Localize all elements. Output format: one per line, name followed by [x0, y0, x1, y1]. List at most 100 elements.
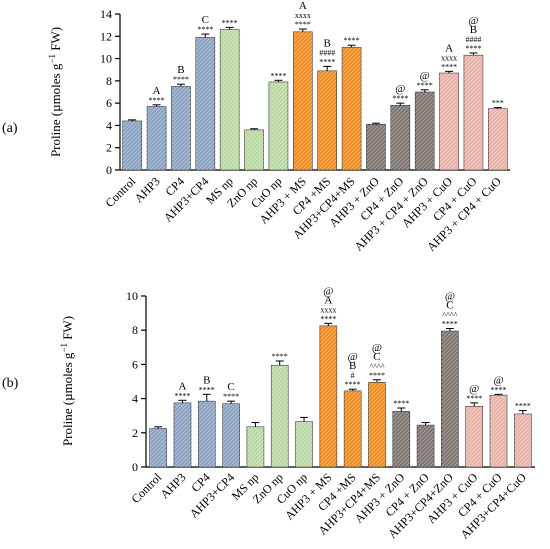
- significance-label: ****: [319, 57, 335, 66]
- panel-b-y-axis-label-main: Proline (µmoles g: [60, 352, 75, 446]
- significance-label: xxxx: [295, 11, 311, 20]
- significance-label: ****: [515, 402, 531, 411]
- bar-texture: [490, 395, 508, 467]
- significance-label: C: [227, 381, 234, 393]
- significance-label: A: [153, 85, 161, 97]
- x-tick-label: Control: [102, 174, 138, 210]
- bar-texture: [368, 382, 386, 467]
- y-tick-label: 14: [100, 7, 112, 21]
- significance-label: ****: [199, 385, 215, 394]
- bar-texture: [195, 37, 215, 171]
- significance-label: ****: [417, 81, 433, 90]
- panel-a-y-axis-label-tail: FW): [48, 27, 63, 51]
- bar-texture: [390, 105, 410, 170]
- significance-label: ****: [491, 385, 507, 394]
- bar-texture: [198, 401, 216, 467]
- significance-label: ****: [344, 36, 360, 45]
- x-tick-label: Control: [128, 470, 164, 506]
- y-tick-label: 10: [100, 52, 112, 66]
- bar-texture: [317, 70, 337, 170]
- y-tick-label: 4: [132, 392, 138, 406]
- panel-b-plot-area: 0246810ControlA****AHP3B****CP4C****AHP3…: [126, 285, 535, 542]
- y-tick-label: 0: [106, 163, 112, 177]
- significance-label: @: [493, 374, 503, 386]
- bar-texture: [392, 411, 410, 467]
- bar-texture: [463, 55, 483, 170]
- significance-label: ****: [466, 394, 482, 403]
- significance-label: C: [202, 14, 209, 26]
- significance-label: A: [178, 380, 186, 392]
- panel-a-y-axis-label-sup: −1: [47, 54, 57, 64]
- significance-label: @: [348, 351, 358, 363]
- significance-label: ^^^^: [369, 362, 384, 371]
- bar-texture: [271, 365, 289, 467]
- panel-a-y-axis-label: Proline (µmoles g−1 FW): [47, 27, 63, 157]
- bar-texture: [417, 425, 435, 467]
- significance-label: A: [299, 0, 307, 12]
- bar-texture: [244, 129, 264, 170]
- significance-label: ****: [174, 391, 190, 400]
- bar-texture: [147, 106, 167, 170]
- bar-texture: [293, 31, 313, 171]
- significance-label: ****: [272, 352, 288, 361]
- bar-texture: [268, 81, 288, 170]
- significance-label: ****: [149, 96, 165, 105]
- significance-label: B: [324, 37, 331, 49]
- significance-label: ****: [223, 392, 239, 401]
- bar-texture: [319, 325, 337, 467]
- significance-label: ^^^^: [442, 310, 457, 319]
- bar-texture: [342, 47, 362, 170]
- y-tick-label: 6: [106, 96, 112, 110]
- significance-label: @: [445, 290, 455, 302]
- y-tick-label: 6: [132, 357, 138, 371]
- panel-b-y-axis-label-sup: −1: [59, 343, 69, 353]
- significance-label: B: [349, 360, 356, 372]
- significance-label: ****: [270, 71, 286, 80]
- panel-a-label: (a): [2, 121, 18, 136]
- bar-texture: [149, 428, 167, 467]
- panel-b: (b) Proline (µmoles g−1 FW) 0 2 4 6 8 10 Contr…: [2, 285, 535, 542]
- significance-label: ****: [442, 319, 458, 328]
- panel-b-y-axis-label: Proline (µmoles g−1 FW): [59, 316, 75, 446]
- significance-label: ****: [392, 94, 408, 103]
- panel-b-y-axis-label-tail: FW): [60, 316, 75, 340]
- significance-label: ****: [441, 62, 457, 71]
- bar-texture: [171, 86, 191, 170]
- significance-label: ####: [465, 35, 481, 44]
- significance-label: A: [445, 42, 453, 54]
- significance-label: C: [373, 351, 380, 363]
- significance-label: ****: [369, 371, 385, 380]
- panel-b-label: (b): [2, 376, 19, 391]
- significance-label: ****: [345, 380, 361, 389]
- bar-texture: [465, 406, 483, 467]
- significance-label: #: [351, 371, 355, 380]
- significance-label: @: [323, 285, 333, 297]
- bar-texture: [173, 402, 191, 467]
- bar-texture: [122, 120, 142, 170]
- significance-label: C: [446, 299, 453, 311]
- y-tick-label: 12: [100, 29, 112, 43]
- bar-texture: [295, 421, 313, 467]
- significance-label: ***: [492, 99, 504, 108]
- y-tick-label: 2: [106, 141, 112, 155]
- y-tick-label: 10: [126, 289, 138, 303]
- significance-label: ****: [320, 314, 336, 323]
- bar-texture: [222, 403, 240, 467]
- bar-texture: [344, 390, 362, 467]
- significance-label: @: [420, 70, 430, 82]
- significance-label: xxxx: [320, 305, 336, 314]
- significance-label: ****: [173, 75, 189, 84]
- significance-label: ****: [222, 18, 238, 27]
- x-tick-label: AHP3: [132, 174, 163, 205]
- significance-label: B: [203, 374, 210, 386]
- bar-texture: [246, 426, 264, 467]
- bar-texture: [415, 92, 435, 170]
- panel-a-plot-area: 02468101214ControlA****AHP3B****CP4C****…: [100, 0, 510, 254]
- significance-label: xxxx: [441, 53, 457, 62]
- bar-texture: [366, 124, 386, 170]
- y-tick-label: 4: [106, 118, 112, 132]
- y-tick-label: 8: [132, 323, 138, 337]
- bar-texture: [439, 73, 459, 170]
- y-tick-label: 0: [132, 460, 138, 474]
